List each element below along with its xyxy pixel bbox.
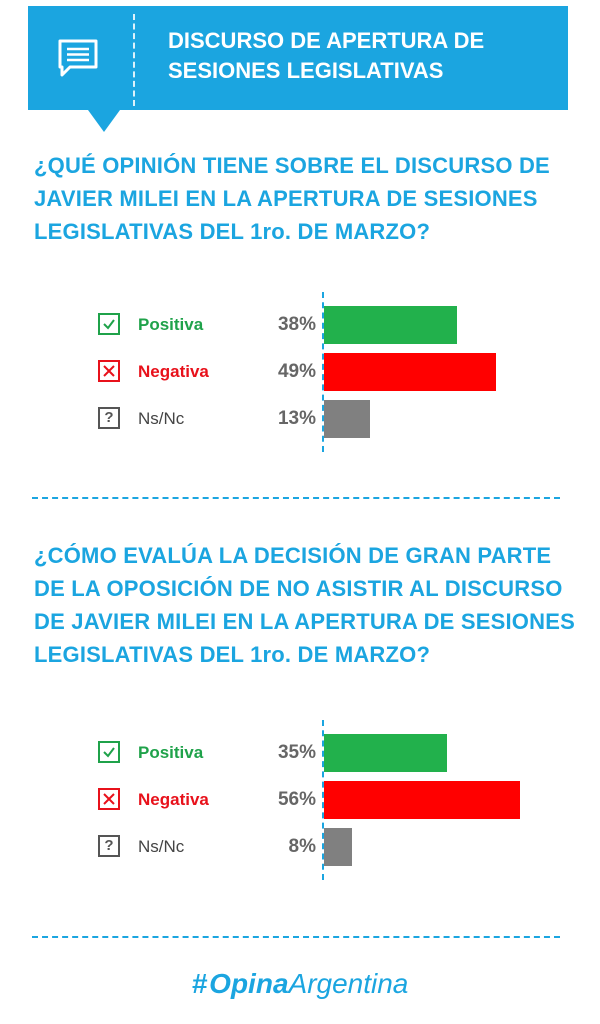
bar-row-negativa: Negativa 49% [0, 353, 600, 393]
brand-logo: # OpinaArgentina [0, 968, 600, 1000]
logo-hash: # [191, 968, 208, 999]
bar-pos [324, 734, 447, 772]
category-label: Positiva [138, 743, 204, 762]
check-box-icon [98, 741, 120, 763]
bar-pos [324, 306, 457, 344]
bar-ns [324, 400, 370, 438]
category-label: Negativa [138, 362, 209, 381]
value-label: 56% [277, 789, 316, 810]
question-1-title: ¿QUÉ OPINIÓN TIENE SOBRE EL DISCURSO DE … [34, 153, 550, 244]
x-box-icon [98, 360, 120, 382]
footer-divider [32, 936, 560, 938]
page-title: DISCURSO DE APERTURA DE SESIONES LEGISLA… [168, 26, 548, 86]
header-divider [133, 14, 135, 106]
bar-ns [324, 828, 352, 866]
x-box-icon [98, 788, 120, 810]
chart-axis [322, 292, 324, 452]
value-label: 13% [277, 408, 316, 429]
chart-axis [322, 720, 324, 880]
bar-neg [324, 353, 496, 391]
header-banner: DISCURSO DE APERTURA DE SESIONES LEGISLA… [28, 6, 568, 132]
value-label: 8% [288, 836, 316, 857]
value-label: 38% [277, 314, 316, 335]
bar-neg [324, 781, 520, 819]
title-line-1: DISCURSO DE APERTURA DE [168, 28, 485, 53]
logo-argentina: Argentina [288, 968, 409, 999]
header-pointer [88, 110, 120, 132]
bar-row-nsnc: ? Ns/Nc 13% [0, 400, 600, 440]
category-label: Ns/Nc [138, 409, 185, 428]
bar-row-positiva: Positiva 38% [0, 306, 600, 346]
bar-row-nsnc: ? Ns/Nc 8% [0, 828, 600, 868]
category-label: Negativa [138, 790, 209, 809]
title-line-2: SESIONES LEGISLATIVAS [168, 58, 444, 83]
value-label: 49% [277, 361, 316, 382]
category-label: Positiva [138, 315, 204, 334]
logo-opina: Opina [209, 968, 289, 999]
question-2-title: ¿CÓMO EVALÚA LA DECISIÓN DE GRAN PARTE D… [34, 543, 575, 667]
question-box-icon: ? [98, 407, 120, 429]
chat-note-icon [58, 39, 98, 77]
bar-row-positiva: Positiva 35% [0, 734, 600, 774]
question-box-icon: ? [98, 835, 120, 857]
bar-row-negativa: Negativa 56% [0, 781, 600, 821]
section-divider [32, 497, 560, 499]
category-label: Ns/Nc [138, 837, 185, 856]
check-box-icon [98, 313, 120, 335]
value-label: 35% [277, 742, 316, 763]
